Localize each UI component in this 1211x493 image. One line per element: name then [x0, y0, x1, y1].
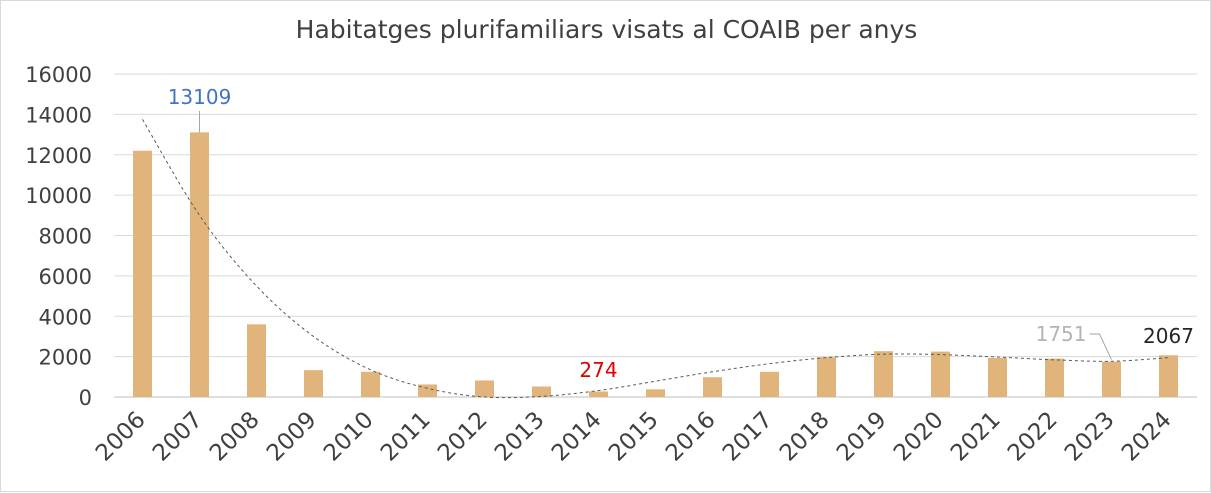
- data-label-2023: 1751: [1036, 322, 1087, 346]
- y-tick-label: 6000: [39, 265, 92, 289]
- x-tick-label: 2012: [433, 407, 493, 467]
- x-tick-label: 2019: [832, 407, 892, 467]
- bar-2022: [1045, 358, 1064, 397]
- bar-2012: [475, 380, 494, 397]
- bar-2024: [1159, 355, 1178, 397]
- bar-2006: [133, 150, 152, 397]
- chart-title: Habitatges plurifamiliars visats al COAI…: [295, 15, 918, 44]
- x-tick-label: 2021: [946, 407, 1006, 467]
- x-tick-label: 2022: [1003, 407, 1063, 467]
- y-tick-label: 8000: [39, 225, 92, 249]
- y-tick-label: 12000: [25, 144, 92, 168]
- x-tick-label: 2008: [205, 407, 265, 467]
- y-tick-label: 4000: [39, 305, 92, 329]
- x-tick-label: 2017: [718, 407, 778, 467]
- x-tick-label: 2013: [490, 407, 550, 467]
- y-tick-label: 0: [79, 386, 92, 410]
- bar-2021: [988, 358, 1007, 397]
- bar-2019: [874, 351, 893, 397]
- bar-2018: [817, 357, 836, 397]
- x-tick-label: 2009: [262, 407, 322, 467]
- y-tick-label: 2000: [39, 346, 92, 370]
- bar-2023: [1102, 361, 1121, 397]
- trendline: [142, 119, 1169, 399]
- bar-2016: [703, 377, 722, 397]
- data-label-2024: 2067: [1143, 324, 1194, 348]
- x-tick-label: 2015: [604, 407, 664, 467]
- bar-2007: [190, 132, 209, 397]
- x-tick-label: 2011: [376, 407, 436, 467]
- y-tick-label: 10000: [25, 184, 92, 208]
- data-label-leader: [1089, 333, 1112, 360]
- data-label-2014: 274: [579, 358, 617, 382]
- x-tick-label: 2018: [775, 407, 835, 467]
- x-tick-label: 2010: [319, 407, 379, 467]
- x-tick-label: 2014: [547, 407, 607, 467]
- y-tick-label: 14000: [25, 103, 92, 127]
- x-tick-label: 2006: [91, 407, 151, 467]
- bar-2020: [931, 351, 950, 397]
- bar-2011: [418, 384, 437, 397]
- y-tick-label: 16000: [25, 63, 92, 87]
- x-tick-label: 2016: [661, 407, 721, 467]
- bar-2015: [646, 389, 665, 397]
- x-tick-label: 2023: [1060, 407, 1120, 467]
- bar-2017: [760, 371, 779, 397]
- x-tick-label: 2020: [889, 407, 949, 467]
- x-tick-label: 2024: [1117, 407, 1177, 467]
- bar-2008: [247, 324, 266, 397]
- data-label-2007: 13109: [168, 85, 232, 109]
- bar-2009: [304, 370, 323, 397]
- bar-2013: [532, 386, 551, 397]
- bar-2014: [589, 391, 608, 397]
- bar-2010: [361, 371, 380, 397]
- x-tick-label: 2007: [148, 407, 208, 467]
